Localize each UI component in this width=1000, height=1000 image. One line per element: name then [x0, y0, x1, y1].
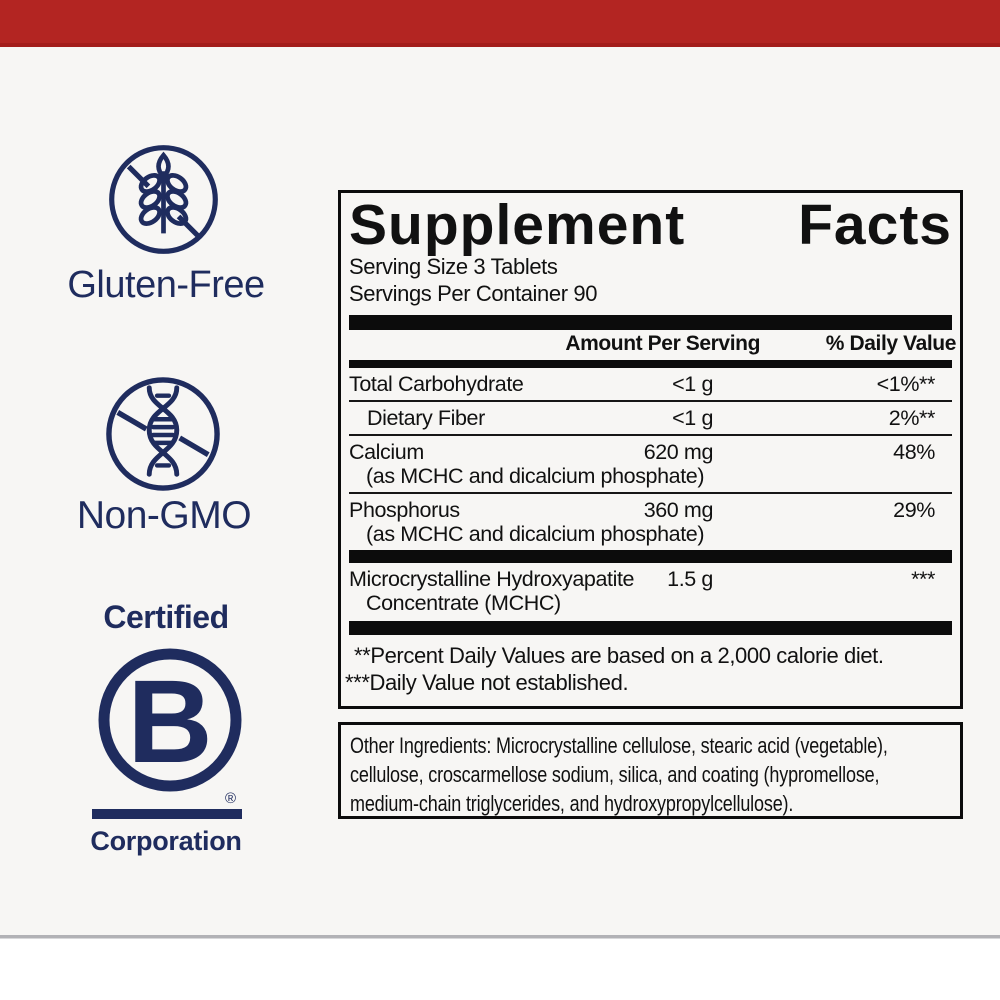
table-row-total-carbohydrate: Total Carbohydrate <1 g <1%** [349, 368, 952, 400]
row-daily-value: 48% [893, 440, 935, 464]
column-header-row: Amount Per Serving % Daily Value [349, 330, 956, 360]
row-name: Dietary Fiber [367, 406, 485, 430]
table-row-mchc: Microcrystalline Hydroxyapatite Concentr… [349, 563, 952, 619]
separator-bar-top [349, 315, 952, 330]
other-ingredients-line: Other Ingredients: Microcrystalline cell… [350, 733, 888, 758]
non-gmo-label: Non-GMO [76, 494, 252, 537]
column-header-amount: Amount Per Serving [565, 332, 760, 355]
servings-per-container: Servings Per Container 90 [349, 281, 598, 306]
supplement-facts-panel: Supplement Facts Serving Size 3 Tablets … [338, 190, 963, 709]
certified-label: Certified [103, 599, 229, 635]
separator-bar-mid [349, 550, 952, 563]
top-banner [0, 0, 1000, 47]
row-amount: <1 g [672, 406, 713, 430]
registered-mark: ® [225, 790, 237, 807]
row-subname: (as MCHC and dicalcium phosphate) [366, 522, 705, 546]
panel-title-word2: Facts [798, 193, 952, 257]
row-amount: <1 g [672, 372, 713, 396]
footnotes: **Percent Daily Values are based on a 2,… [345, 642, 952, 696]
row-name: Total Carbohydrate [349, 372, 524, 396]
corporation-label: Corporation [90, 826, 242, 856]
separator-bar-header [349, 360, 952, 368]
table-row-calcium: Calcium (as MCHC and dicalcium phosphate… [349, 436, 952, 492]
wheat-slash-icon [109, 145, 218, 254]
b-corp-circle-icon: B [98, 648, 242, 792]
bottom-divider [0, 935, 1000, 938]
other-ingredients-line: medium-chain triglycerides, and hydroxyp… [350, 791, 794, 816]
row-daily-value: 2%** [888, 406, 936, 430]
row-amount: 620 mg [643, 440, 714, 464]
serving-size: Serving Size 3 Tablets [349, 254, 558, 279]
row-name: Microcrystalline Hydroxyapatite [349, 567, 635, 591]
row-divider [349, 492, 952, 494]
row-name: Calcium [349, 440, 424, 464]
column-header-daily-value: % Daily Value [825, 332, 957, 355]
row-daily-value: <1%** [876, 372, 936, 396]
panel-title-word1: Supplement [349, 193, 686, 257]
row-daily-value: *** [911, 567, 935, 591]
row-subname: Concentrate (MCHC) [366, 591, 561, 615]
b-corp-underline-bar [92, 809, 242, 819]
row-amount: 1.5 g [667, 567, 713, 591]
footnote-not-established: ***Daily Value not established. [345, 670, 629, 695]
row-divider [349, 400, 952, 402]
row-daily-value: 29% [893, 498, 935, 522]
row-subname: (as MCHC and dicalcium phosphate) [366, 464, 705, 488]
gluten-free-label: Gluten-Free [67, 264, 265, 306]
row-divider [349, 434, 952, 436]
row-amount: 360 mg [643, 498, 714, 522]
b-letter: B [127, 656, 212, 788]
table-row-dietary-fiber: Dietary Fiber <1 g 2%** [349, 402, 952, 434]
other-ingredients-box: Other Ingredients: Microcrystalline cell… [338, 722, 963, 819]
panel-title: Supplement Facts [349, 193, 952, 257]
dna-slash-icon [106, 377, 220, 491]
row-name: Phosphorus [349, 498, 460, 522]
table-row-phosphorus: Phosphorus (as MCHC and dicalcium phosph… [349, 494, 952, 550]
footnote-daily-values: **Percent Daily Values are based on a 2,… [354, 643, 884, 668]
other-ingredients-line: cellulose, croscarmellose sodium, silica… [350, 762, 880, 787]
separator-bar-bottom [349, 621, 952, 635]
